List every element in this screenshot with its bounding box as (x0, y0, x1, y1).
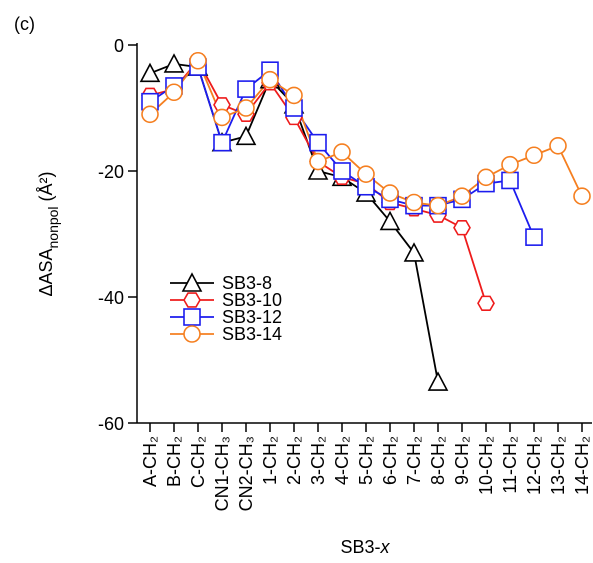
x-tick-label: 1-CH₂ (260, 436, 280, 485)
y-axis-label: ΔASAnonpol (Å²) (36, 171, 61, 296)
marker (549, 137, 567, 155)
panel-label: (c) (14, 14, 35, 34)
y-tick-label: -60 (98, 414, 124, 434)
marker (141, 105, 159, 124)
marker (237, 80, 255, 98)
x-tick-label: B-CH₂ (164, 436, 184, 487)
marker (381, 184, 399, 202)
marker (501, 171, 519, 190)
x-tick-label: 6-CH₂ (380, 436, 400, 485)
marker (453, 219, 471, 236)
x-tick-label: 14-CH₂ (572, 436, 592, 495)
series-line (149, 59, 487, 304)
marker (429, 196, 447, 215)
marker (163, 53, 185, 73)
marker (403, 242, 425, 262)
marker (261, 70, 279, 89)
marker (213, 133, 231, 152)
x-tick-label: 10-CH₂ (476, 436, 496, 495)
legend-label: SB3-12 (222, 307, 282, 327)
x-tick-label: 7-CH₂ (404, 436, 424, 485)
x-tick-label: 5-CH₂ (356, 436, 376, 485)
x-tick-label: C-CH₂ (188, 436, 208, 488)
legend-marker (181, 272, 203, 292)
marker (165, 83, 183, 102)
marker (309, 152, 327, 171)
x-tick-label: A-CH₂ (140, 436, 160, 487)
x-axis-label: SB3-x (340, 537, 390, 557)
marker (501, 155, 519, 174)
marker (525, 146, 543, 165)
x-tick-label: CN2-CH₃ (236, 436, 256, 511)
marker (379, 210, 401, 231)
y-label-sub: nonpol (45, 206, 61, 248)
marker (405, 193, 423, 212)
marker (477, 168, 495, 187)
marker (139, 62, 161, 83)
x-tick-label: 13-CH₂ (548, 436, 568, 495)
legend-marker (183, 325, 201, 343)
marker (525, 228, 543, 246)
marker (333, 143, 351, 161)
x-tick-label: 8-CH₂ (428, 436, 448, 485)
y-tick-label: -40 (98, 288, 124, 308)
marker (189, 51, 207, 70)
marker (235, 125, 257, 146)
legend-marker (183, 292, 201, 308)
x-tick-label: 12-CH₂ (524, 436, 544, 495)
x-tick-label: CN1-CH₃ (212, 436, 232, 511)
marker (453, 187, 471, 205)
marker (307, 160, 329, 180)
legend-label: SB3-8 (222, 273, 272, 293)
marker (285, 86, 303, 105)
legend-marker (183, 308, 201, 326)
marker (309, 133, 327, 152)
y-tick-label: 0 (114, 36, 124, 56)
marker (477, 295, 495, 312)
x-label-main: SB3- (340, 537, 380, 557)
x-tick-label: 11-CH₂ (500, 436, 520, 494)
y-label-main: ΔASA (36, 249, 56, 297)
legend-label: SB3-14 (222, 324, 282, 344)
marker (237, 99, 255, 117)
marker (333, 162, 351, 180)
x-label-italic: x (380, 537, 391, 557)
x-tick-label: 2-CH₂ (284, 436, 304, 485)
marker (427, 371, 449, 391)
marker (573, 187, 591, 205)
x-tick-label: 3-CH₂ (308, 436, 328, 485)
marker (357, 165, 375, 183)
x-tick-label: 4-CH₂ (332, 436, 352, 485)
y-label-unit: (Å²) (36, 171, 56, 206)
y-tick-label: -20 (98, 162, 124, 182)
x-tick-label: 9-CH₂ (452, 436, 472, 485)
legend-label: SB3-10 (222, 290, 282, 310)
marker (213, 108, 231, 127)
